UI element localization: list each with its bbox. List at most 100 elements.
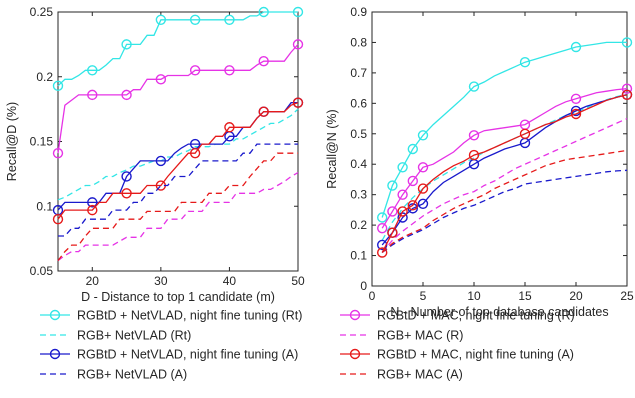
recall-at-distance-chart: 20 30 40 50 0.05 0.1 0.15 0.2 0.25 D - Distance t… (5, 5, 305, 304)
legend-entry-rgbtd-netvlad-night-fine-tuning-a: RGBtD + NetVLAD, night fine tuning (A) (40, 348, 298, 362)
data-point (468, 81, 480, 92)
y-tick-label: 0.8 (350, 35, 367, 49)
data-point (121, 188, 132, 199)
x-tick-label: 15 (518, 289, 532, 303)
data-point (407, 200, 418, 211)
y-tick-label: 0.15 (30, 135, 54, 149)
data-point (417, 130, 429, 141)
plot-frame (371, 11, 628, 287)
series-line (57, 43, 299, 154)
data-point (258, 6, 269, 18)
legend: RGBtD + NetVLAD, night fine tuning (Rt) R… (40, 309, 575, 382)
legend-entry-rgb-netvlad-rt: RGB+ NetVLAD (Rt) (40, 329, 191, 343)
data-point (52, 213, 64, 225)
y-tick-label: 0.3 (350, 188, 367, 202)
data-point (121, 39, 132, 50)
data-point (155, 14, 167, 25)
data-point (407, 143, 418, 155)
y-tick-label: 0.1 (36, 199, 53, 213)
series-rgb-mac-r (381, 118, 628, 253)
legend-label: RGB+ MAC (R) (377, 329, 463, 343)
data-point (570, 108, 582, 120)
legend-entry-rgb-mac-r: RGB+ MAC (R) (340, 329, 463, 343)
data-point (570, 93, 582, 104)
data-point (292, 97, 304, 108)
x-tick-label: 20 (569, 289, 583, 303)
series-line (58, 143, 298, 237)
data-point (258, 106, 269, 117)
series-line (57, 172, 299, 262)
x-tick-label: 0 (369, 289, 376, 303)
data-point (224, 14, 235, 25)
y-axis-label: Recall@D (%) (5, 102, 19, 181)
series-line (57, 11, 298, 87)
x-tick-label: 20 (86, 274, 100, 288)
legend-label: RGB+ MAC (A) (377, 368, 463, 382)
series-rgbtd-netvlad-night-fine-tuning-rt (52, 6, 304, 92)
legend-label: RGBtD + NetVLAD, night fine tuning (A) (77, 348, 298, 362)
data-point (87, 65, 98, 76)
data-point (155, 74, 167, 85)
data-point (519, 57, 531, 68)
data-point (224, 65, 235, 76)
data-point (292, 39, 304, 50)
x-tick-label: 10 (467, 289, 481, 303)
data-point (189, 147, 201, 159)
data-point (397, 162, 408, 173)
data-point (155, 155, 167, 167)
series-rgbtd-netvlad-night-fine-tuning-rt (377, 37, 633, 223)
legend-label: RGBtD + MAC, night fine tuning (A) (377, 348, 574, 362)
data-point (397, 212, 408, 223)
data-point (397, 189, 408, 200)
data-point (417, 162, 429, 173)
data-point (621, 83, 633, 94)
y-tick-label: 0 (360, 279, 367, 293)
series-rgb-netvlad-rt (57, 108, 299, 201)
recall-at-n-chart: 0 5 10 15 20 25 0 0.1 0.2 0.3 0.4 0.5 0.6 0.7 0.8 0.9 N … (325, 5, 634, 319)
data-point (52, 80, 64, 92)
data-point (189, 14, 201, 25)
plot-frame (57, 11, 299, 272)
series-rgbtd-mac-night-fine-tuning-a (377, 89, 633, 258)
series-rgbtd-mac-night-fine-tuning-a (52, 97, 304, 225)
data-point (224, 122, 235, 133)
series-rgbtd-mac-night-fine-tuning-r (52, 39, 304, 159)
data-point (519, 128, 531, 139)
legend-marker (49, 348, 61, 360)
series-line (381, 41, 627, 218)
data-point (52, 147, 64, 159)
series-line (381, 149, 628, 253)
x-tick-label: 40 (223, 274, 237, 288)
data-point (292, 6, 304, 18)
data-point (87, 197, 98, 208)
series-line (381, 94, 628, 253)
data-point (377, 222, 388, 234)
y-tick-label: 0.2 (350, 218, 367, 232)
legend-label: RGB+ NetVLAD (A) (77, 368, 187, 382)
legend-entry-rgbtd-mac-night-fine-tuning-a: RGBtD + MAC, night fine tuning (A) (340, 348, 574, 362)
legend-marker (49, 309, 61, 321)
series-line (57, 152, 298, 261)
data-point (468, 149, 480, 161)
data-point (397, 206, 408, 217)
series-rgb-netvlad-a (58, 143, 298, 237)
data-point (87, 204, 98, 216)
y-tick-label: 0.05 (30, 264, 54, 278)
data-point (189, 65, 201, 76)
data-point (621, 89, 633, 101)
y-tick-label: 0.5 (350, 127, 367, 141)
data-point (621, 37, 633, 48)
data-point (258, 56, 269, 67)
series-line (381, 169, 628, 254)
series-line (381, 118, 628, 253)
y-tick-label: 0.2 (36, 70, 53, 84)
x-tick-label: 25 (620, 289, 634, 303)
legend-entry-rgb-mac-a: RGB+ MAC (A) (340, 368, 463, 382)
y-tick-label: 0.1 (350, 249, 367, 263)
legend-entry-rgbtd-mac-night-fine-tuning-r: RGBtD + MAC, night fine tuning (R) (340, 309, 575, 323)
legend-label: RGBtD + NetVLAD, night fine tuning (Rt) (77, 309, 302, 323)
x-tick-label: 30 (154, 274, 168, 288)
series-rgbtd-mac-night-fine-tuning-r (377, 83, 633, 234)
